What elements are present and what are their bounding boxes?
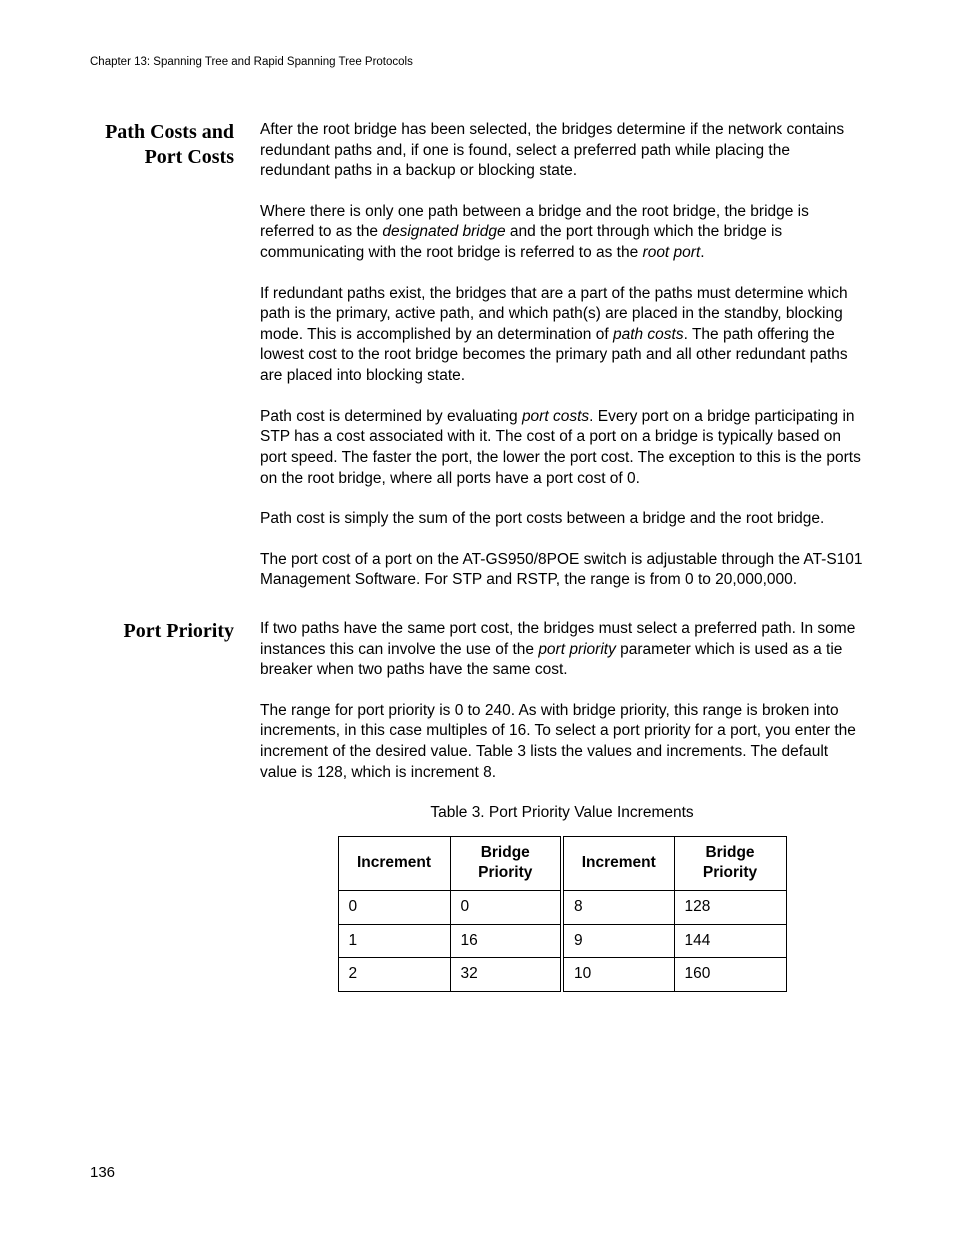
text-italic: root port [643, 244, 701, 261]
content: Path Costs and Port Costs After the root… [90, 120, 864, 992]
text-run: Priority [478, 864, 532, 881]
table-caption: Table 3. Port Priority Value Increments [260, 803, 864, 824]
text-run: After the root bridge has been selected,… [260, 121, 844, 179]
table-port-priority: Increment Bridge Priority Increment Bridg… [338, 836, 787, 992]
text-italic: port costs [522, 408, 589, 425]
th-bridge-priority: Bridge Priority [674, 836, 786, 890]
text-run: . [700, 244, 704, 261]
cell-increment: 1 [338, 924, 450, 958]
side-heading-line: Path Costs and [105, 121, 234, 143]
cell-priority: 128 [674, 891, 786, 925]
cell-increment: 9 [562, 924, 674, 958]
paragraph: If two paths have the same port cost, th… [260, 619, 864, 681]
cell-increment: 2 [338, 958, 450, 992]
side-heading-line: Port Costs [145, 146, 234, 168]
cell-priority: 16 [450, 924, 562, 958]
page-number: 136 [90, 1164, 115, 1181]
th-increment: Increment [338, 836, 450, 890]
cell-increment: 10 [562, 958, 674, 992]
section-port-priority: Port Priority If two paths have the same… [90, 619, 864, 992]
text-run: Bridge [705, 844, 754, 861]
text-italic: path costs [613, 326, 684, 343]
paragraph: After the root bridge has been selected,… [260, 120, 864, 182]
table-row: 2 32 10 160 [338, 958, 786, 992]
paragraph: The port cost of a port on the AT-GS950/… [260, 550, 864, 591]
th-bridge-priority: Bridge Priority [450, 836, 562, 890]
section-path-costs: Path Costs and Port Costs After the root… [90, 120, 864, 619]
running-header: Chapter 13: Spanning Tree and Rapid Span… [90, 56, 864, 68]
text-run: Path cost is determined by evaluating [260, 408, 522, 425]
text-italic: port priority [538, 641, 616, 658]
page: Chapter 13: Spanning Tree and Rapid Span… [0, 0, 954, 1235]
table-row: 0 0 8 128 [338, 891, 786, 925]
body-port-priority: If two paths have the same port cost, th… [260, 619, 864, 992]
cell-priority: 160 [674, 958, 786, 992]
side-heading-path-costs: Path Costs and Port Costs [90, 120, 260, 619]
cell-priority: 144 [674, 924, 786, 958]
text-run: Priority [703, 864, 757, 881]
cell-priority: 0 [450, 891, 562, 925]
th-increment: Increment [562, 836, 674, 890]
paragraph: If redundant paths exist, the bridges th… [260, 284, 864, 387]
text-run: Bridge [481, 844, 530, 861]
cell-priority: 32 [450, 958, 562, 992]
body-path-costs: After the root bridge has been selected,… [260, 120, 864, 619]
paragraph: Path cost is determined by evaluating po… [260, 407, 864, 489]
side-heading-port-priority: Port Priority [90, 619, 260, 992]
paragraph: Where there is only one path between a b… [260, 202, 864, 264]
cell-increment: 0 [338, 891, 450, 925]
table-row: 1 16 9 144 [338, 924, 786, 958]
paragraph: The range for port priority is 0 to 240.… [260, 701, 864, 783]
paragraph: Path cost is simply the sum of the port … [260, 509, 864, 530]
text-italic: designated bridge [382, 223, 505, 240]
table-header-row: Increment Bridge Priority Increment Bridg… [338, 836, 786, 890]
cell-increment: 8 [562, 891, 674, 925]
